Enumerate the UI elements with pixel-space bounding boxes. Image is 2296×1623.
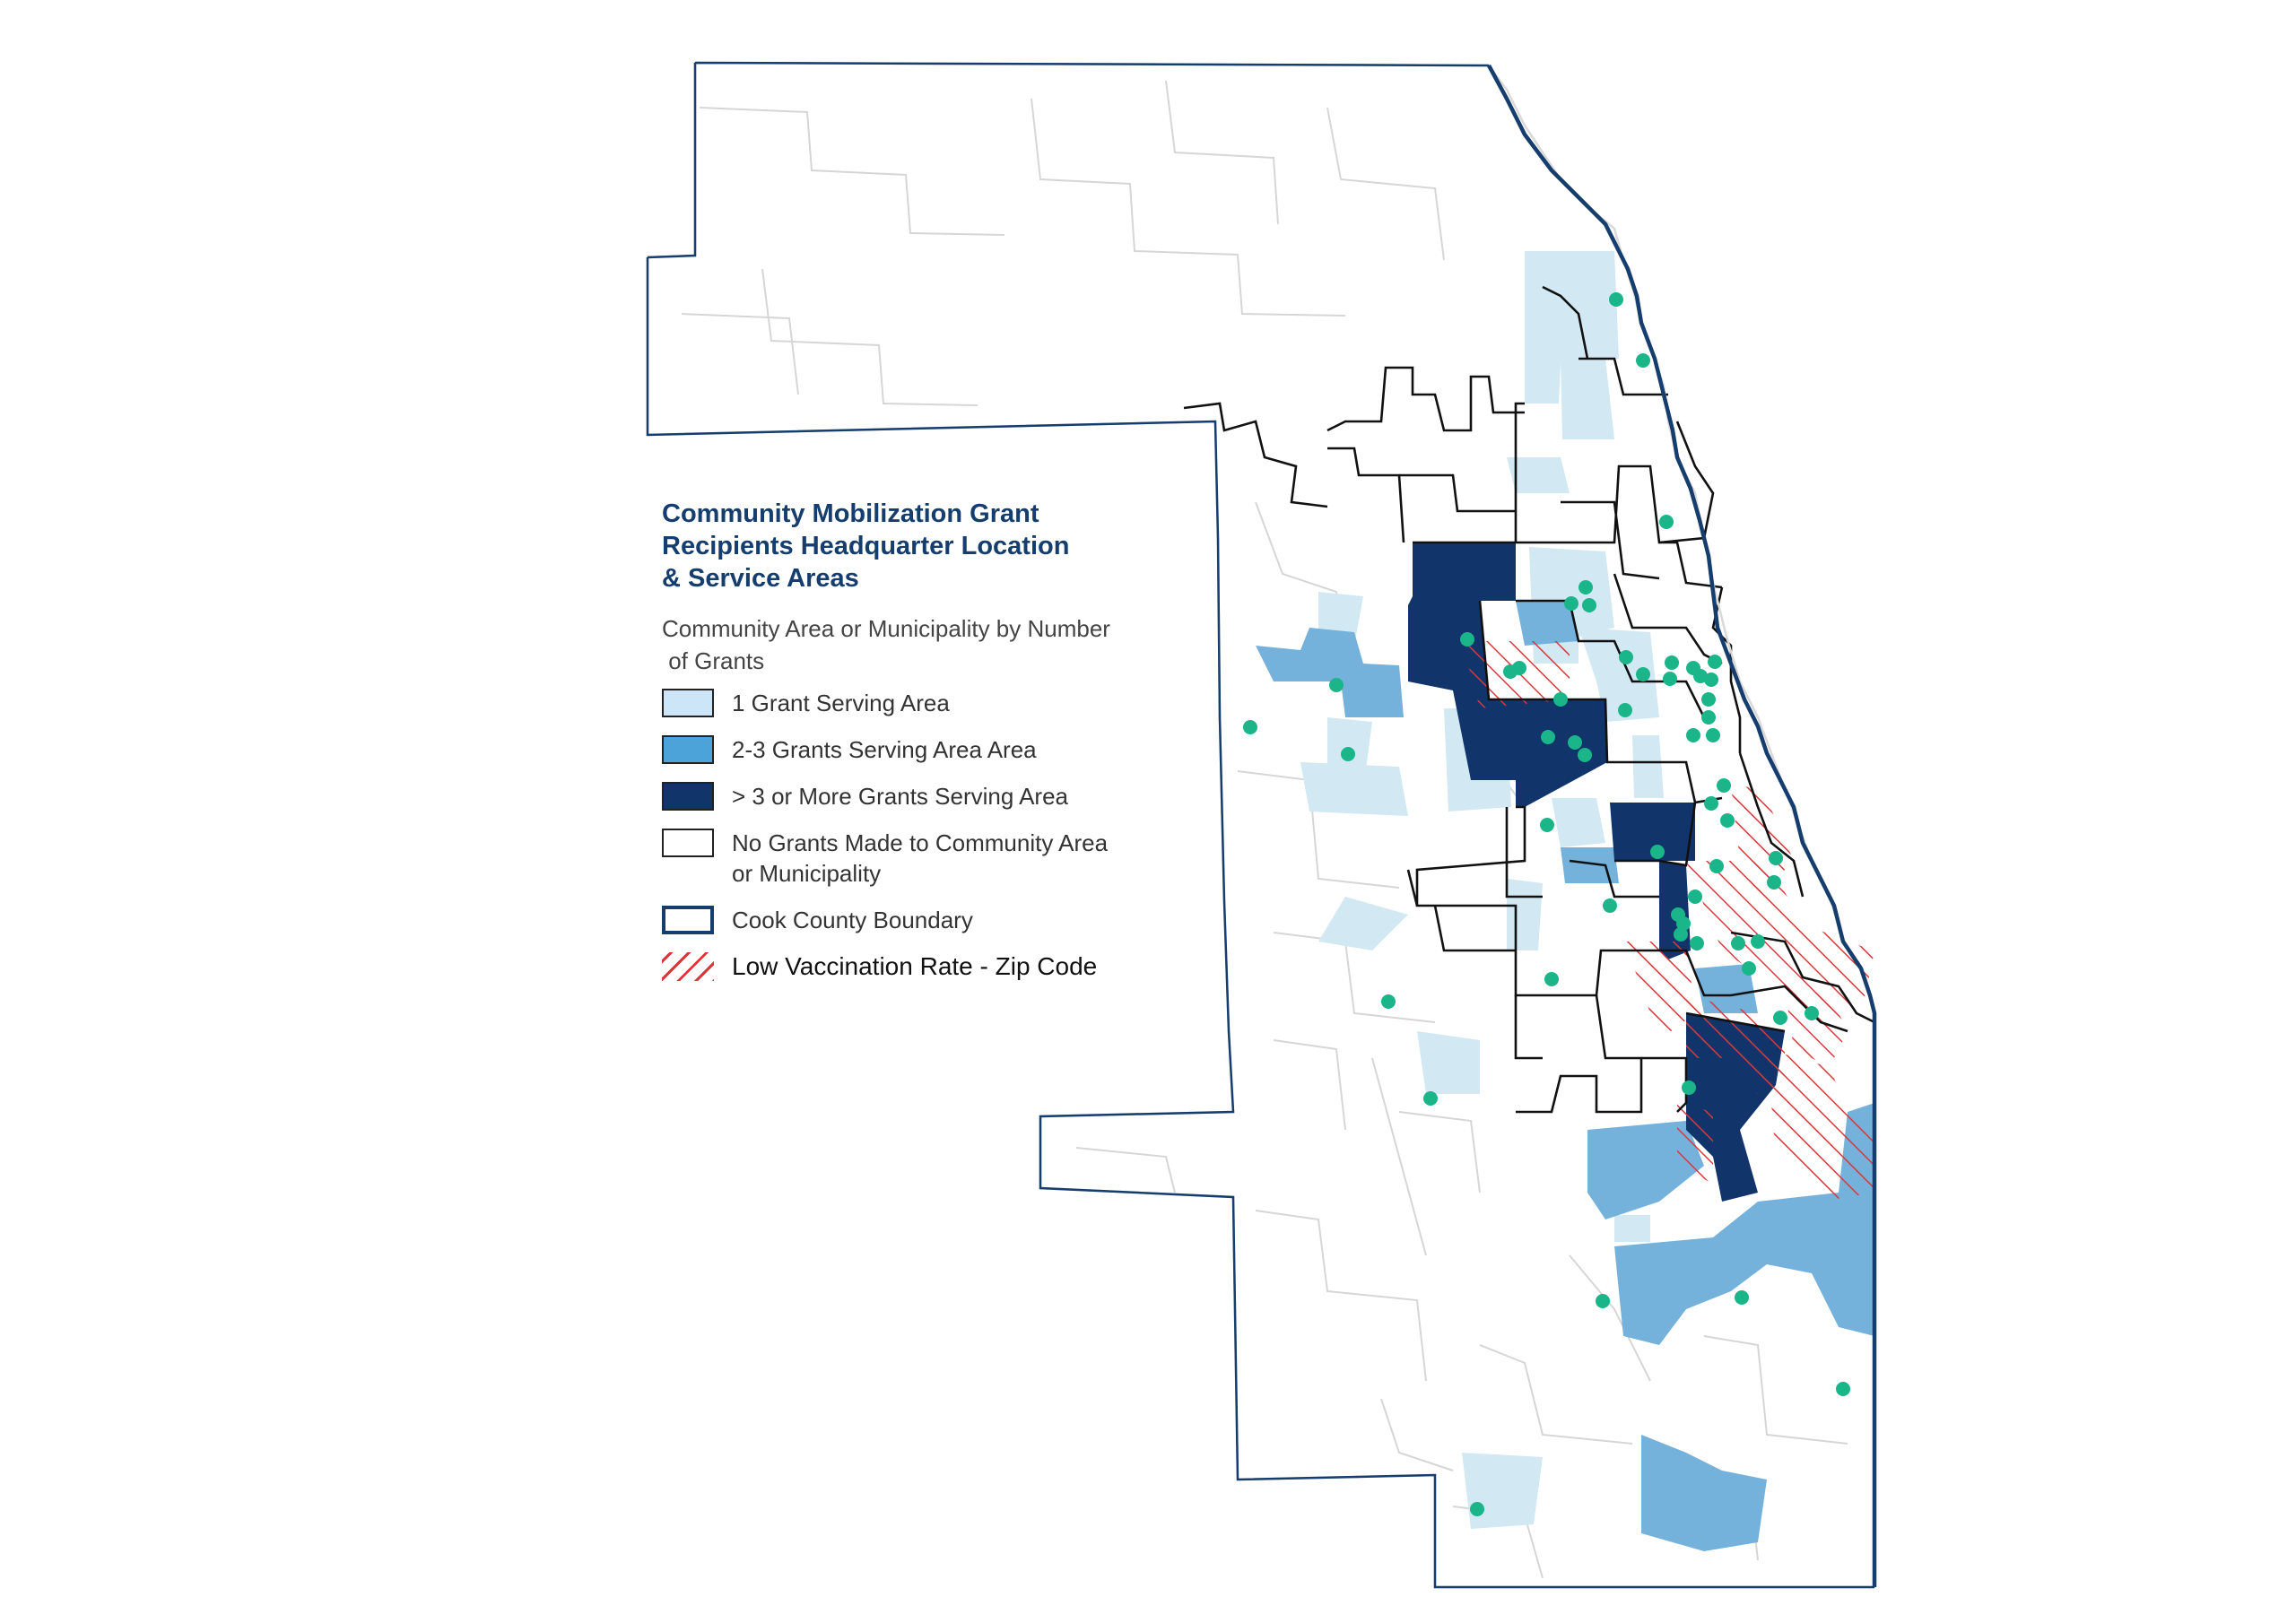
county-shape [648,63,1874,1587]
headquarter-dot [1676,916,1691,931]
headquarter-dot [1603,898,1617,913]
legend-label: 2-3 Grants Serving Area Area [732,736,1037,763]
headquarter-dot [1773,1011,1787,1025]
headquarter-dot [1704,673,1718,687]
headquarter-dot [1688,890,1702,904]
headquarter-dot [1553,692,1568,707]
legend-title-line: & Service Areas [662,564,859,593]
headquarter-dot [1341,747,1355,761]
headquarter-dot [1460,632,1474,647]
legend-label-line: No Grants Made to Community Area [732,829,1109,856]
headquarter-dot [1544,972,1559,986]
municipal-lines [681,80,1848,1579]
legend-title-line: Recipients Headquarter Location [662,532,1070,560]
legend-title: Community Mobilization Grant Recipients … [662,498,1236,595]
map-legend: Community Mobilization Grant Recipients … [662,498,1236,998]
headquarter-dot [1578,748,1592,762]
headquarter-locations [1243,292,1850,1516]
headquarter-dot [1582,598,1596,612]
legend-label-line: or Municipality [732,860,882,887]
headquarter-dot [1706,728,1720,742]
legend-label: Cook County Boundary [732,907,973,933]
headquarter-dot [1690,936,1704,950]
headquarter-dot [1709,859,1724,873]
headquarter-dot [1636,353,1650,368]
county-boundary-swatch [662,906,714,934]
headquarter-dot [1609,292,1623,307]
no-grants-swatch [662,829,714,857]
legend-label: Low Vaccination Rate - Zip Code [732,952,1098,980]
headquarter-dot [1735,1290,1749,1305]
headquarter-dot [1650,845,1665,859]
headquarter-dot [1540,818,1554,832]
headquarter-dot [1512,661,1526,675]
legend-item-one-grant: 1 Grant Serving Area [662,688,1236,718]
headquarter-dot [1686,728,1700,742]
two-three-grants-swatch [662,735,714,764]
county-boundary-left [646,61,1874,1589]
legend-label: > 3 or More Grants Serving Area [732,783,1069,810]
headquarter-dot [1636,667,1650,681]
headquarter-dot [1596,1294,1610,1308]
headquarter-dot [1742,961,1756,976]
headquarter-dot [1731,936,1745,950]
legend-label: No Grants Made to Community Area or Muni… [732,828,1108,889]
headquarter-dot [1618,703,1632,717]
headquarter-dot [1701,710,1716,725]
lake-michigan-shoreline [1487,64,1877,1587]
legend-item-two-three-grants: 2-3 Grants Serving Area Area [662,734,1236,765]
headquarter-dot [1659,515,1674,529]
legend-title-line: Community Mobilization Grant [662,499,1039,528]
three-plus-grants-swatch [662,782,714,811]
headquarter-dot [1751,934,1765,949]
headquarter-dot [1701,692,1716,707]
headquarter-dot [1682,1081,1696,1095]
headquarter-dot [1564,596,1578,611]
legend-item-low-vaccination: Low Vaccination Rate - Zip Code [662,951,1236,982]
headquarter-dot [1767,875,1781,890]
legend-item-three-plus-grants: > 3 or More Grants Serving Area [662,781,1236,812]
legend-item-county-boundary: Cook County Boundary [662,905,1236,935]
headquarter-dot [1381,994,1396,1009]
headquarter-dot [1674,927,1688,942]
headquarter-dot [1243,720,1257,734]
legend-item-no-grants: No Grants Made to Community Area or Muni… [662,828,1236,889]
headquarter-dot [1470,1502,1484,1516]
headquarter-dot [1541,730,1555,744]
headquarter-dot [1329,678,1344,692]
legend-subtitle-line: Community Area or Municipality by Number [662,615,1110,642]
headquarter-dot [1836,1382,1850,1396]
legend-subtitle: Community Area or Municipality by Number… [662,612,1236,677]
headquarter-dot [1805,1006,1819,1020]
headquarter-dot [1665,655,1679,670]
low-vaccination-swatch [662,952,714,981]
legend-label: 1 Grant Serving Area [732,690,950,716]
headquarter-dot [1704,796,1718,811]
headquarter-dot [1708,655,1722,669]
legend-subtitle-line: of Grants [662,647,765,674]
headquarter-dot [1619,650,1633,664]
two-three-grant-areas [1256,601,1874,1551]
headquarter-dot [1717,778,1731,793]
low-vaccination-zip-areas [1462,641,1874,1202]
one-grant-swatch [662,689,714,717]
headquarter-dot [1568,735,1582,750]
community-area-lines [1183,285,1875,1114]
headquarter-dot [1423,1091,1438,1106]
headquarter-dot [1663,672,1677,686]
headquarter-dot [1578,580,1593,595]
headquarter-dot [1769,851,1783,865]
headquarter-dot [1720,813,1735,828]
